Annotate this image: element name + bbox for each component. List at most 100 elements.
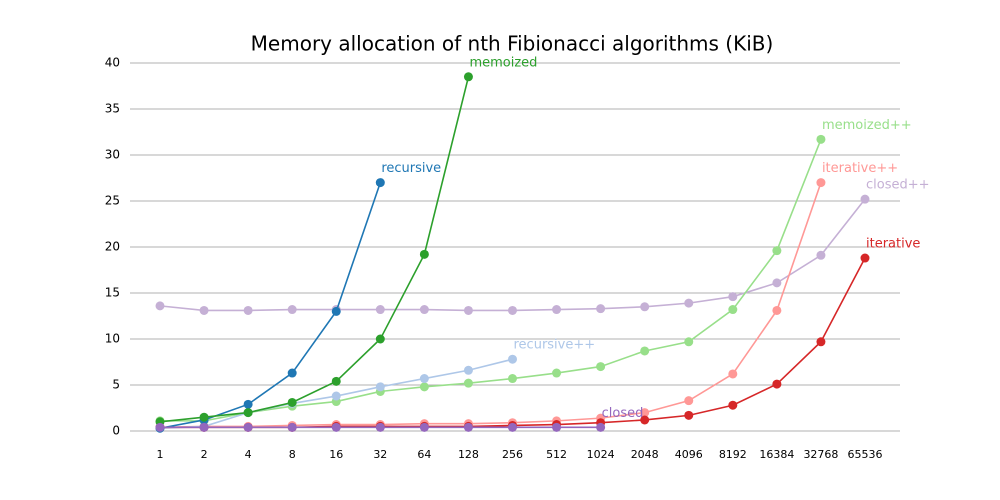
data-point [816, 250, 826, 260]
data-point [199, 422, 209, 432]
data-point [155, 301, 165, 311]
series-label: memoized [469, 55, 537, 70]
series-label: recursive++ [514, 338, 596, 353]
data-point [816, 178, 826, 188]
x-tick-label: 65536 [848, 448, 883, 461]
data-point [684, 337, 694, 347]
y-tick-label: 40 [105, 56, 120, 70]
data-point [375, 334, 385, 344]
data-point [728, 369, 738, 379]
series-label: memoized++ [822, 118, 912, 133]
data-point [331, 391, 341, 401]
y-tick-label: 20 [105, 240, 120, 254]
x-tick-label: 8 [289, 448, 296, 461]
data-point [463, 422, 473, 432]
data-point [508, 374, 517, 384]
data-point [640, 415, 650, 425]
y-tick-label: 30 [105, 148, 120, 162]
data-point [199, 412, 209, 422]
series-label: closed [602, 406, 644, 421]
series-label: iterative++ [822, 161, 898, 176]
data-point [508, 422, 517, 432]
data-point [463, 378, 473, 388]
data-point [772, 278, 782, 288]
y-tick-label: 15 [105, 286, 120, 300]
data-point [463, 305, 473, 315]
data-point [772, 379, 782, 389]
data-point [243, 408, 253, 418]
series-line [159, 182, 382, 430]
x-tick-label: 16384 [759, 448, 794, 461]
data-point [331, 422, 341, 432]
data-point [419, 374, 429, 384]
data-point [243, 422, 253, 432]
data-point [684, 396, 694, 406]
series-label: iterative [866, 237, 920, 252]
data-point [463, 365, 473, 375]
data-point [640, 408, 650, 418]
data-point [816, 337, 826, 347]
x-tick-label: 64 [417, 448, 431, 461]
y-tick-label: 0 [112, 424, 120, 438]
x-tick-label: 256 [502, 448, 523, 461]
data-point [860, 253, 870, 263]
data-point [287, 368, 297, 378]
x-tick-label: 128 [458, 448, 479, 461]
data-point [684, 298, 694, 308]
data-point [419, 249, 429, 259]
data-point [375, 382, 385, 392]
data-point [419, 422, 429, 432]
data-point [199, 305, 209, 315]
series-label: recursive [381, 161, 441, 176]
data-point [596, 362, 606, 372]
y-tick-label: 35 [105, 102, 120, 116]
data-point [287, 397, 297, 407]
x-tick-label: 16 [329, 448, 343, 461]
y-tick-label: 5 [112, 378, 120, 392]
data-point [375, 422, 385, 432]
x-tick-label: 1024 [587, 448, 615, 461]
data-point [419, 305, 429, 315]
data-point [243, 399, 253, 409]
data-point [419, 382, 429, 392]
data-point [596, 304, 606, 314]
data-point [375, 305, 385, 315]
data-point [640, 302, 650, 312]
data-point [375, 178, 385, 188]
data-point [552, 368, 562, 378]
x-tick-label: 4096 [675, 448, 703, 461]
x-tick-label: 512 [546, 448, 567, 461]
data-point [640, 346, 650, 356]
x-tick-label: 32 [373, 448, 387, 461]
x-tick-label: 2048 [631, 448, 659, 461]
data-point [331, 306, 341, 316]
data-point [728, 305, 738, 315]
data-point [463, 72, 473, 82]
y-tick-label: 25 [105, 194, 120, 208]
data-point [508, 354, 517, 364]
x-tick-label: 2 [201, 448, 208, 461]
series-label: closed++ [866, 178, 930, 193]
data-point [772, 246, 782, 256]
data-point [552, 422, 562, 432]
data-point [860, 194, 870, 204]
data-point [287, 422, 297, 432]
series-line [159, 182, 822, 429]
y-tick-label: 10 [105, 332, 120, 346]
data-point [684, 410, 694, 420]
data-point [508, 305, 517, 315]
x-tick-label: 8192 [719, 448, 747, 461]
data-point [552, 305, 562, 315]
data-point [243, 305, 253, 315]
data-point [287, 305, 297, 315]
data-point [728, 292, 738, 302]
data-point [596, 422, 606, 432]
x-tick-label: 32768 [803, 448, 838, 461]
data-point [331, 376, 341, 386]
data-point [155, 422, 165, 432]
data-point [816, 134, 826, 144]
data-point [728, 400, 738, 410]
data-point [772, 305, 782, 315]
